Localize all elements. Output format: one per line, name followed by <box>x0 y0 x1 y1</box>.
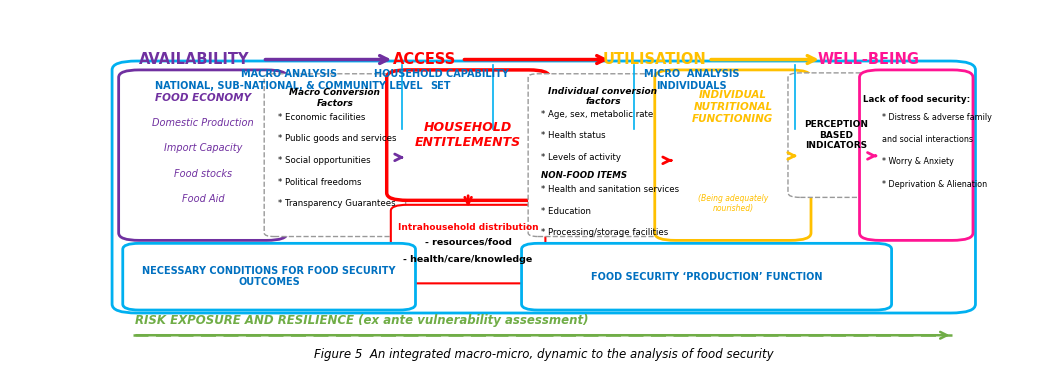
Text: Food stocks: Food stocks <box>174 169 232 179</box>
FancyBboxPatch shape <box>859 70 973 240</box>
Text: * Political freedoms: * Political freedoms <box>278 178 362 187</box>
FancyBboxPatch shape <box>386 70 550 200</box>
Text: MACRO ANALYSIS
NATIONAL, SUB-NATIONAL, & COMMUNITY LEVEL: MACRO ANALYSIS NATIONAL, SUB-NATIONAL, &… <box>155 69 422 91</box>
Text: * Social opportunities: * Social opportunities <box>278 156 370 165</box>
Text: INDIVIDUAL
NUTRITIONAL
FUNCTIONING: INDIVIDUAL NUTRITIONAL FUNCTIONING <box>692 90 773 124</box>
Text: Food Aid: Food Aid <box>181 194 224 204</box>
FancyBboxPatch shape <box>119 70 288 240</box>
Text: FOOD ECONOMY: FOOD ECONOMY <box>155 93 251 103</box>
FancyBboxPatch shape <box>528 74 678 236</box>
Text: Lack of food security:: Lack of food security: <box>863 95 970 104</box>
Text: * Deprivation & Alienation: * Deprivation & Alienation <box>882 179 987 189</box>
Text: Import Capacity: Import Capacity <box>163 144 242 154</box>
FancyBboxPatch shape <box>390 205 545 283</box>
Text: * Worry & Anxiety: * Worry & Anxiety <box>882 157 954 166</box>
Text: - health/care/knowledge: - health/care/knowledge <box>403 255 533 264</box>
FancyBboxPatch shape <box>522 243 891 310</box>
Text: WELL-BEING: WELL-BEING <box>818 52 920 67</box>
Text: - resources/food: - resources/food <box>424 238 511 246</box>
Text: Figure 5  An integrated macro-micro, dynamic to the analysis of food security: Figure 5 An integrated macro-micro, dyna… <box>314 348 773 361</box>
Text: UTILISATION: UTILISATION <box>603 52 707 67</box>
FancyBboxPatch shape <box>123 243 416 310</box>
Text: * Health and sanitation services: * Health and sanitation services <box>541 186 679 194</box>
Text: * Levels of activity: * Levels of activity <box>541 152 622 162</box>
Text: Intrahousehold distribution: Intrahousehold distribution <box>398 223 538 231</box>
Text: HOUSEHOLD
ENTITLEMENTS: HOUSEHOLD ENTITLEMENTS <box>415 121 521 149</box>
FancyBboxPatch shape <box>112 61 975 313</box>
Text: * Transparency Guarantees: * Transparency Guarantees <box>278 199 396 208</box>
Text: Macro Conversion
Factors: Macro Conversion Factors <box>290 89 380 108</box>
Text: NECESSARY CONDITIONS FOR FOOD SECURITY
OUTCOMES: NECESSARY CONDITIONS FOR FOOD SECURITY O… <box>142 266 396 288</box>
FancyBboxPatch shape <box>655 70 811 240</box>
FancyBboxPatch shape <box>264 74 405 236</box>
Text: RISK EXPOSURE AND RESILIENCE (ex ante vulnerability assessment): RISK EXPOSURE AND RESILIENCE (ex ante vu… <box>135 314 589 327</box>
Text: * Age, sex, metabolic rate: * Age, sex, metabolic rate <box>541 110 654 119</box>
Text: MICRO  ANALYSIS
INDIVIDUALS: MICRO ANALYSIS INDIVIDUALS <box>644 69 740 91</box>
FancyBboxPatch shape <box>788 73 885 198</box>
Text: and social interactions: and social interactions <box>882 135 973 144</box>
Text: (Being adequately
nourished): (Being adequately nourished) <box>698 194 768 213</box>
Text: ACCESS: ACCESS <box>393 52 456 67</box>
Text: Domestic Production: Domestic Production <box>152 118 254 128</box>
Text: * Education: * Education <box>541 207 591 216</box>
Text: FOOD SECURITY ‘PRODUCTION’ FUNCTION: FOOD SECURITY ‘PRODUCTION’ FUNCTION <box>591 272 822 282</box>
Text: * Processing/storage facilities: * Processing/storage facilities <box>541 228 668 237</box>
Text: AVAILABILITY: AVAILABILITY <box>139 52 249 67</box>
Text: HOUSEHOLD CAPABILITY
SET: HOUSEHOLD CAPABILITY SET <box>373 69 508 91</box>
Text: NON-FOOD ITEMS: NON-FOOD ITEMS <box>541 171 627 180</box>
Text: PERCEPTION
BASED
INDICATORS: PERCEPTION BASED INDICATORS <box>804 120 869 150</box>
Text: * Health status: * Health status <box>541 131 606 140</box>
Text: * Economic facilities: * Economic facilities <box>278 113 366 122</box>
Text: Individual conversion
factors: Individual conversion factors <box>549 87 658 106</box>
Text: * Public goods and services: * Public goods and services <box>278 134 397 144</box>
Text: * Distress & adverse family: * Distress & adverse family <box>882 113 992 122</box>
